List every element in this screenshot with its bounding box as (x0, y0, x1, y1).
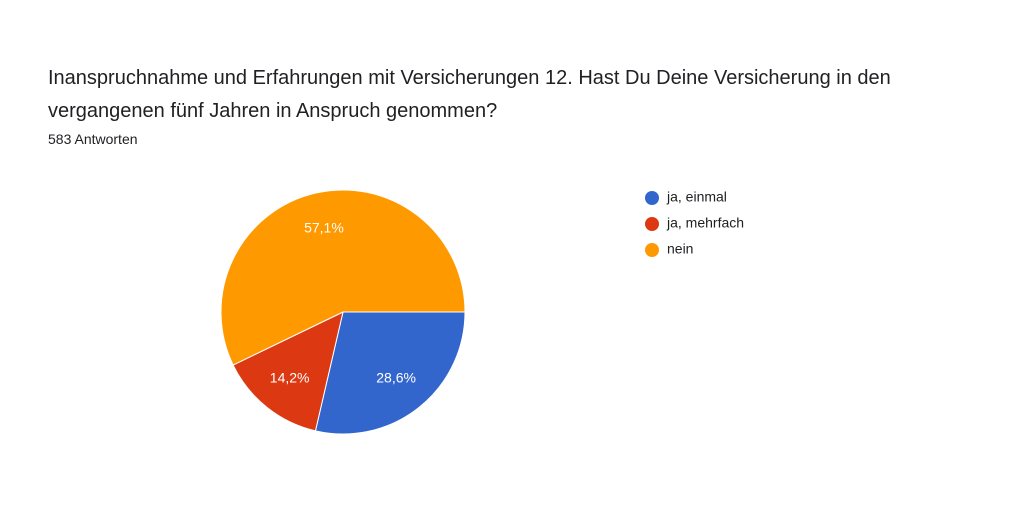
chart-subtitle: 583 Antworten (48, 131, 138, 147)
slice-label: 14,2% (270, 369, 310, 385)
legend-swatch (645, 217, 659, 231)
legend-label: nein (667, 241, 693, 257)
legend-label: ja, mehrfach (666, 215, 744, 231)
pie-slice (314, 311, 466, 435)
pie-slice (232, 311, 344, 432)
legend-swatch (645, 191, 659, 205)
pie-slice (220, 189, 466, 366)
legend-label: ja, einmal (666, 189, 727, 205)
legend-swatch (645, 243, 659, 257)
slice-label: 28,6% (376, 370, 416, 386)
chart-title: Inanspruchnahme und Erfahrungen mit Vers… (48, 67, 891, 122)
slice-label: 57,1% (304, 219, 344, 235)
